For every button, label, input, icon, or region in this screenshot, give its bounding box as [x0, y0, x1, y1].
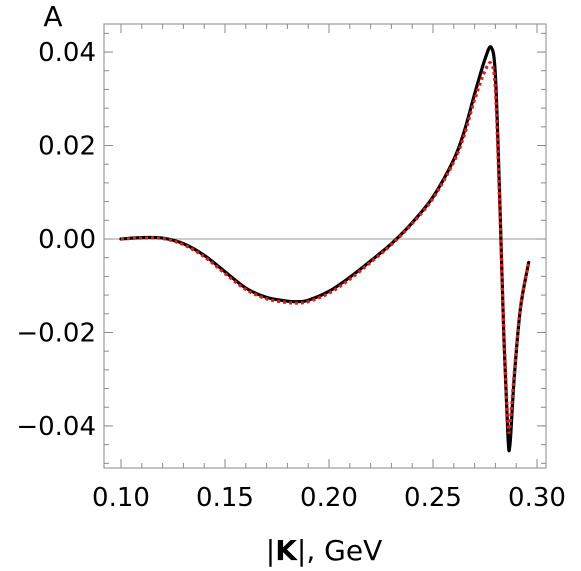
major-ticks	[104, 24, 546, 468]
x-tick-label: 0.15	[196, 483, 254, 513]
x-tick-label: 0.20	[300, 483, 358, 513]
x-axis-title-bold: K	[275, 534, 298, 567]
x-tick-label: 0.30	[508, 483, 566, 513]
series-dotted-line	[120, 61, 531, 435]
x-tick-label: 0.10	[92, 483, 150, 513]
y-tick-label: 0.04	[38, 38, 96, 68]
x-axis-title: |K|, GeV	[266, 534, 382, 567]
x-axis-title-pre: |	[266, 534, 275, 567]
y-tick-label: 0.02	[38, 132, 96, 162]
plot-frame	[103, 23, 547, 469]
x-tick-label: 0.25	[404, 483, 462, 513]
y-tick-labels: −0.04 −0.02 0.00 0.02 0.04	[16, 38, 96, 442]
y-tick-label: −0.04	[16, 412, 96, 442]
y-axis-title: A	[43, 0, 62, 33]
series-layer	[119, 45, 531, 453]
y-tick-label: 0.00	[38, 225, 96, 255]
x-axis-title-post: |, GeV	[297, 534, 382, 567]
x-tick-labels: 0.10 0.15 0.20 0.25 0.30	[92, 483, 566, 513]
y-tick-label: −0.02	[16, 318, 96, 348]
